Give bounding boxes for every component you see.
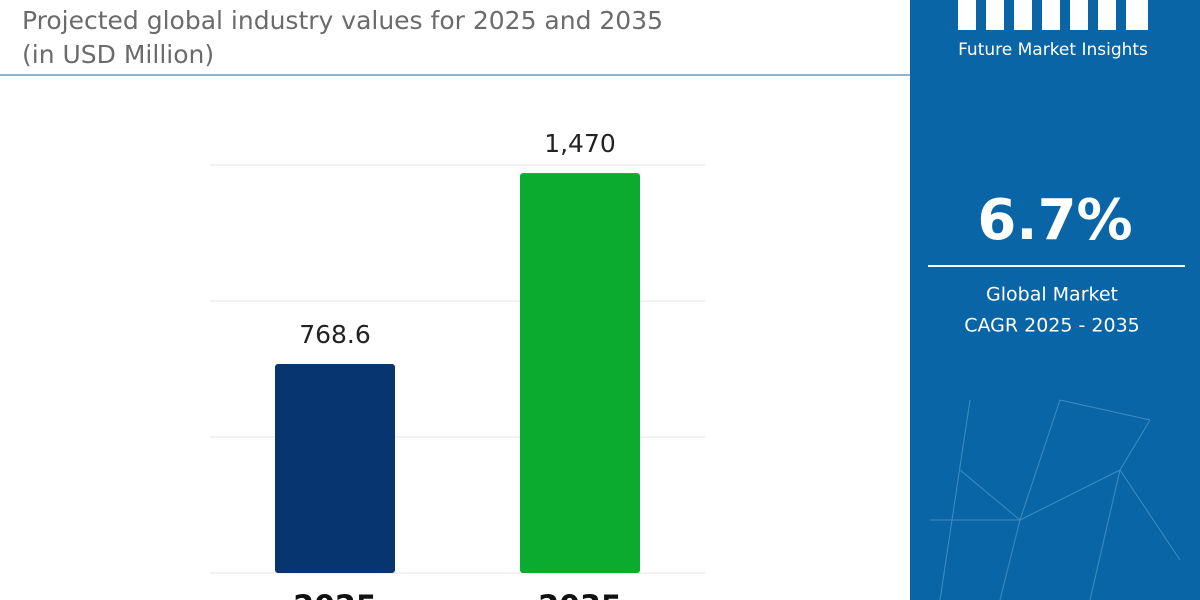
network-decoration xyxy=(930,399,1181,600)
x-tick-label: 2035 xyxy=(538,590,622,600)
cagr-label: Global Market xyxy=(986,284,1118,306)
brand: Future Market Insights xyxy=(958,40,1148,60)
chart-subtitle: (in USD Million) xyxy=(22,40,214,69)
bar xyxy=(275,363,395,573)
cagr-label: CAGR 2025 - 2035 xyxy=(964,315,1140,337)
value-label: 768.6 xyxy=(299,320,371,349)
chart-title: Projected global industry values for 202… xyxy=(22,6,663,35)
x-tick-label: 2025 xyxy=(293,590,377,600)
value-label: 1,470 xyxy=(544,129,616,158)
logo xyxy=(958,0,1148,30)
bar xyxy=(520,173,640,573)
cagr-value: 6.7% xyxy=(977,188,1132,253)
plot: 768.6 2025 1,470 2035 xyxy=(210,129,705,600)
side-panel xyxy=(910,0,1200,600)
